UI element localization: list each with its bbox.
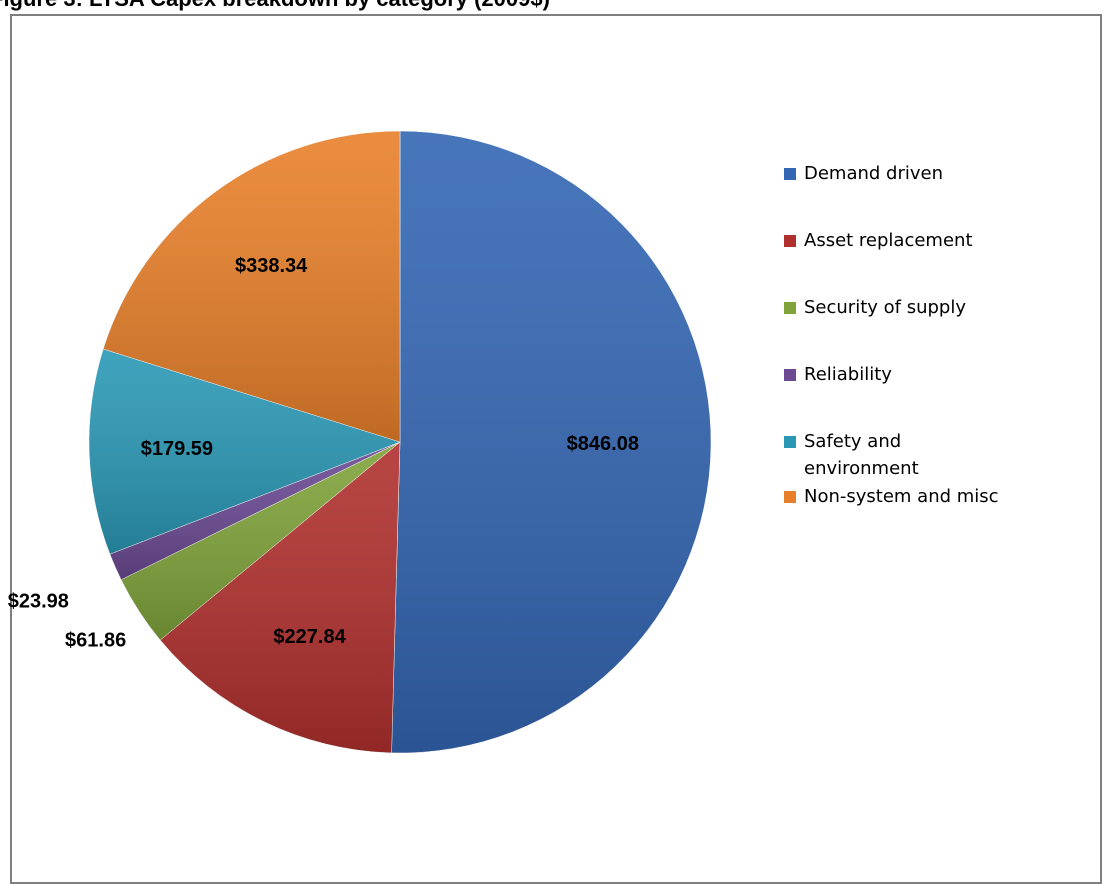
pie-slice-shade <box>103 131 400 442</box>
pie-data-labels: $846.08 $227.84 $61.86 $23.98 $179.59 $338.34 <box>8 255 639 652</box>
legend: Demand driven Asset replacement Security… <box>784 160 1084 550</box>
legend-item-security-of-supply: Security of supply <box>784 294 1084 361</box>
pie-slice-shade <box>160 442 400 753</box>
legend-swatch <box>784 491 796 503</box>
legend-item-safety-and-environment: Safety and environment <box>784 428 974 495</box>
figure-title-text: Figure 3: LTSA Capex breakdown by catego… <box>0 0 550 11</box>
data-label-safety-and-environment: $179.59 <box>141 438 213 460</box>
legend-swatch <box>784 369 796 381</box>
pie-slice-shade <box>391 131 711 753</box>
pie-slice-shade <box>109 442 400 580</box>
pie-slice-shade <box>121 442 400 641</box>
legend-item-demand-driven: Demand driven <box>784 160 1084 227</box>
legend-label: Reliability <box>804 364 892 385</box>
legend-item-reliability: Reliability <box>784 361 1084 428</box>
pie-slices <box>88 130 712 754</box>
legend-swatch <box>784 168 796 180</box>
legend-label: Non-system and misc <box>804 486 999 507</box>
pie-slice-shade <box>89 349 400 555</box>
legend-swatch <box>784 436 796 448</box>
data-label-reliability: $23.98 <box>8 590 69 612</box>
data-label-asset-replacement: $227.84 <box>273 626 346 648</box>
legend-label: Demand driven <box>804 163 944 184</box>
figure-title: Figure 3: LTSA Capex breakdown by catego… <box>0 0 1104 13</box>
data-label-demand-driven: $846.08 <box>567 433 639 455</box>
data-label-security-of-supply: $61.86 <box>65 630 126 652</box>
legend-swatch <box>784 302 796 314</box>
legend-item-asset-replacement: Asset replacement <box>784 227 1084 294</box>
legend-swatch <box>784 235 796 247</box>
legend-item-non-system-and-misc: Non-system and misc <box>784 483 1084 550</box>
legend-label: Safety and environment <box>804 431 919 479</box>
data-label-non-system-and-misc: $338.34 <box>235 255 308 277</box>
legend-label: Asset replacement <box>804 230 973 251</box>
legend-label: Security of supply <box>804 297 966 318</box>
